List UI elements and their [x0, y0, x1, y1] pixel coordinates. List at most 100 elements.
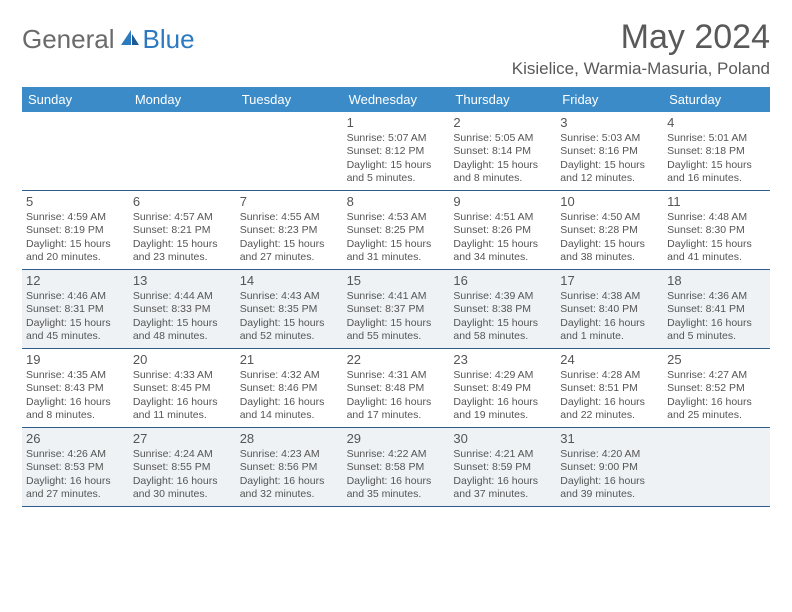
- daylight-line: Daylight: 16 hours and 17 minutes.: [347, 396, 446, 422]
- sunrise-line: Sunrise: 4:55 AM: [240, 211, 339, 224]
- sunrise-line: Sunrise: 4:31 AM: [347, 369, 446, 382]
- sunset-line: Sunset: 8:51 PM: [560, 382, 659, 395]
- day-header: Monday: [129, 87, 236, 112]
- day-header: Friday: [556, 87, 663, 112]
- calendar-cell: 19Sunrise: 4:35 AMSunset: 8:43 PMDayligh…: [22, 349, 129, 427]
- day-header: Thursday: [449, 87, 556, 112]
- day-number: 24: [560, 352, 659, 368]
- sunset-line: Sunset: 8:31 PM: [26, 303, 125, 316]
- sunset-line: Sunset: 8:46 PM: [240, 382, 339, 395]
- calendar-cell: [663, 428, 770, 506]
- daylight-line: Daylight: 16 hours and 25 minutes.: [667, 396, 766, 422]
- sunset-line: Sunset: 8:49 PM: [453, 382, 552, 395]
- day-number: 12: [26, 273, 125, 289]
- sunrise-line: Sunrise: 4:39 AM: [453, 290, 552, 303]
- calendar-cell: 6Sunrise: 4:57 AMSunset: 8:21 PMDaylight…: [129, 191, 236, 269]
- brand-logo: General Blue: [22, 24, 195, 55]
- daylight-line: Daylight: 15 hours and 34 minutes.: [453, 238, 552, 264]
- calendar-cell: 2Sunrise: 5:05 AMSunset: 8:14 PMDaylight…: [449, 112, 556, 190]
- daylight-line: Daylight: 15 hours and 8 minutes.: [453, 159, 552, 185]
- sunrise-line: Sunrise: 4:59 AM: [26, 211, 125, 224]
- sunrise-line: Sunrise: 4:26 AM: [26, 448, 125, 461]
- day-number: 5: [26, 194, 125, 210]
- week-row: 5Sunrise: 4:59 AMSunset: 8:19 PMDaylight…: [22, 191, 770, 270]
- daylight-line: Daylight: 15 hours and 38 minutes.: [560, 238, 659, 264]
- calendar-cell: 31Sunrise: 4:20 AMSunset: 9:00 PMDayligh…: [556, 428, 663, 506]
- day-number: 4: [667, 115, 766, 131]
- day-number: 25: [667, 352, 766, 368]
- sunrise-line: Sunrise: 4:35 AM: [26, 369, 125, 382]
- day-number: 2: [453, 115, 552, 131]
- sunrise-line: Sunrise: 4:21 AM: [453, 448, 552, 461]
- day-number: 18: [667, 273, 766, 289]
- daylight-line: Daylight: 15 hours and 20 minutes.: [26, 238, 125, 264]
- daylight-line: Daylight: 16 hours and 5 minutes.: [667, 317, 766, 343]
- daylight-line: Daylight: 16 hours and 27 minutes.: [26, 475, 125, 501]
- calendar-cell: 25Sunrise: 4:27 AMSunset: 8:52 PMDayligh…: [663, 349, 770, 427]
- daylight-line: Daylight: 16 hours and 8 minutes.: [26, 396, 125, 422]
- sunrise-line: Sunrise: 4:48 AM: [667, 211, 766, 224]
- daylight-line: Daylight: 15 hours and 58 minutes.: [453, 317, 552, 343]
- day-number: 9: [453, 194, 552, 210]
- calendar-cell: [129, 112, 236, 190]
- sunset-line: Sunset: 8:12 PM: [347, 145, 446, 158]
- month-title: May 2024: [512, 18, 770, 57]
- day-number: 27: [133, 431, 232, 447]
- day-number: 13: [133, 273, 232, 289]
- day-number: 14: [240, 273, 339, 289]
- calendar-cell: 8Sunrise: 4:53 AMSunset: 8:25 PMDaylight…: [343, 191, 450, 269]
- sunrise-line: Sunrise: 4:24 AM: [133, 448, 232, 461]
- daylight-line: Daylight: 15 hours and 31 minutes.: [347, 238, 446, 264]
- sunrise-line: Sunrise: 4:33 AM: [133, 369, 232, 382]
- sunset-line: Sunset: 8:59 PM: [453, 461, 552, 474]
- sunrise-line: Sunrise: 4:57 AM: [133, 211, 232, 224]
- week-row: 1Sunrise: 5:07 AMSunset: 8:12 PMDaylight…: [22, 112, 770, 191]
- day-number: 15: [347, 273, 446, 289]
- calendar-cell: 24Sunrise: 4:28 AMSunset: 8:51 PMDayligh…: [556, 349, 663, 427]
- daylight-line: Daylight: 15 hours and 12 minutes.: [560, 159, 659, 185]
- calendar-cell: 14Sunrise: 4:43 AMSunset: 8:35 PMDayligh…: [236, 270, 343, 348]
- calendar-cell: 26Sunrise: 4:26 AMSunset: 8:53 PMDayligh…: [22, 428, 129, 506]
- day-number: 17: [560, 273, 659, 289]
- sunset-line: Sunset: 8:23 PM: [240, 224, 339, 237]
- day-number: 23: [453, 352, 552, 368]
- daylight-line: Daylight: 16 hours and 14 minutes.: [240, 396, 339, 422]
- sunrise-line: Sunrise: 5:05 AM: [453, 132, 552, 145]
- sunset-line: Sunset: 8:48 PM: [347, 382, 446, 395]
- day-number: 30: [453, 431, 552, 447]
- calendar-cell: 9Sunrise: 4:51 AMSunset: 8:26 PMDaylight…: [449, 191, 556, 269]
- day-number: 16: [453, 273, 552, 289]
- daylight-line: Daylight: 16 hours and 39 minutes.: [560, 475, 659, 501]
- day-number: 3: [560, 115, 659, 131]
- calendar-cell: 21Sunrise: 4:32 AMSunset: 8:46 PMDayligh…: [236, 349, 343, 427]
- calendar-cell: 20Sunrise: 4:33 AMSunset: 8:45 PMDayligh…: [129, 349, 236, 427]
- daylight-line: Daylight: 16 hours and 32 minutes.: [240, 475, 339, 501]
- sunset-line: Sunset: 8:40 PM: [560, 303, 659, 316]
- calendar-cell: 13Sunrise: 4:44 AMSunset: 8:33 PMDayligh…: [129, 270, 236, 348]
- daylight-line: Daylight: 15 hours and 41 minutes.: [667, 238, 766, 264]
- daylight-line: Daylight: 15 hours and 5 minutes.: [347, 159, 446, 185]
- day-number: 28: [240, 431, 339, 447]
- sunrise-line: Sunrise: 4:22 AM: [347, 448, 446, 461]
- sunrise-line: Sunrise: 4:28 AM: [560, 369, 659, 382]
- sunrise-line: Sunrise: 4:27 AM: [667, 369, 766, 382]
- week-row: 19Sunrise: 4:35 AMSunset: 8:43 PMDayligh…: [22, 349, 770, 428]
- calendar-cell: 16Sunrise: 4:39 AMSunset: 8:38 PMDayligh…: [449, 270, 556, 348]
- daylight-line: Daylight: 15 hours and 23 minutes.: [133, 238, 232, 264]
- sunset-line: Sunset: 8:16 PM: [560, 145, 659, 158]
- brand-part2: Blue: [143, 24, 195, 55]
- week-row: 12Sunrise: 4:46 AMSunset: 8:31 PMDayligh…: [22, 270, 770, 349]
- sunset-line: Sunset: 8:28 PM: [560, 224, 659, 237]
- calendar-cell: 27Sunrise: 4:24 AMSunset: 8:55 PMDayligh…: [129, 428, 236, 506]
- daylight-line: Daylight: 16 hours and 11 minutes.: [133, 396, 232, 422]
- page-header: General Blue May 2024 Kisielice, Warmia-…: [22, 18, 770, 79]
- daylight-line: Daylight: 16 hours and 1 minute.: [560, 317, 659, 343]
- brand-part1: General: [22, 24, 115, 55]
- sunrise-line: Sunrise: 4:38 AM: [560, 290, 659, 303]
- day-header: Tuesday: [236, 87, 343, 112]
- title-block: May 2024 Kisielice, Warmia-Masuria, Pola…: [512, 18, 770, 79]
- sunrise-line: Sunrise: 4:51 AM: [453, 211, 552, 224]
- daylight-line: Daylight: 15 hours and 16 minutes.: [667, 159, 766, 185]
- sunset-line: Sunset: 8:21 PM: [133, 224, 232, 237]
- sunset-line: Sunset: 8:33 PM: [133, 303, 232, 316]
